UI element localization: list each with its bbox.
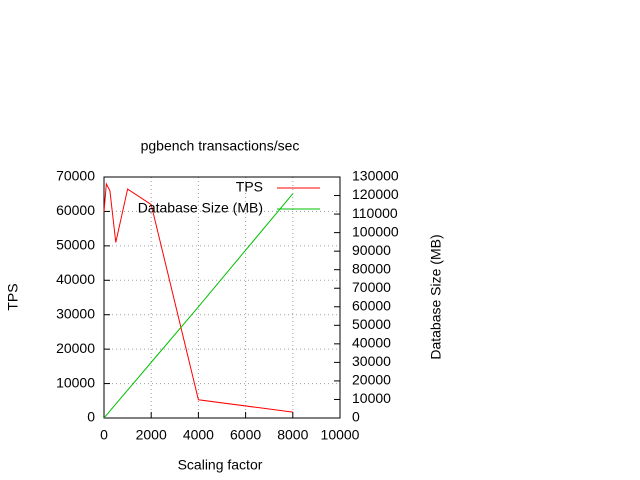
series-line bbox=[103, 182, 293, 413]
y-tick-label: 0 bbox=[87, 409, 95, 425]
y2-tick-label: 0 bbox=[352, 409, 360, 425]
x-tick-label: 0 bbox=[100, 427, 108, 443]
x-axis-label: Scaling factor bbox=[178, 457, 263, 473]
y2-tick-label: 80000 bbox=[352, 260, 391, 276]
x-tick-label: 8000 bbox=[277, 427, 308, 443]
y-axis-label: TPS bbox=[5, 283, 21, 310]
x-tick-label: 2000 bbox=[136, 427, 167, 443]
y-tick-label: 50000 bbox=[56, 237, 95, 253]
y2-tick-label: 120000 bbox=[352, 186, 399, 202]
y2-tick-label: 90000 bbox=[352, 242, 391, 258]
y-tick-label: 40000 bbox=[56, 271, 95, 287]
y2-tick-label: 30000 bbox=[352, 353, 391, 369]
y2-tick-label: 130000 bbox=[352, 168, 399, 184]
y2-tick-label: 20000 bbox=[352, 372, 391, 388]
y2-tick-label: 50000 bbox=[352, 316, 391, 332]
y2-tick-label: 60000 bbox=[352, 297, 391, 313]
y2-tick-label: 100000 bbox=[352, 223, 399, 239]
x-tick-label: 4000 bbox=[183, 427, 214, 443]
plot-border bbox=[103, 176, 341, 419]
x-tick-label: 6000 bbox=[230, 427, 261, 443]
y-tick-label: 60000 bbox=[56, 202, 95, 218]
legend-label: Database Size (MB) bbox=[138, 200, 263, 216]
chart-title: pgbench transactions/sec bbox=[141, 138, 300, 154]
y-tick-label: 30000 bbox=[56, 305, 95, 321]
x-tick-label: 10000 bbox=[321, 427, 360, 443]
legend-label: TPS bbox=[236, 179, 263, 195]
y2-tick-label: 110000 bbox=[352, 205, 398, 221]
y2-tick-label: 40000 bbox=[352, 335, 391, 351]
y-tick-label: 10000 bbox=[56, 374, 95, 390]
y2-tick-label: 10000 bbox=[352, 390, 391, 406]
y2-tick-label: 70000 bbox=[352, 279, 391, 295]
y-tick-label: 70000 bbox=[56, 168, 95, 184]
y-tick-label: 20000 bbox=[56, 340, 95, 356]
series-line bbox=[103, 193, 294, 419]
y2-axis-label: Database Size (MB) bbox=[428, 234, 444, 359]
